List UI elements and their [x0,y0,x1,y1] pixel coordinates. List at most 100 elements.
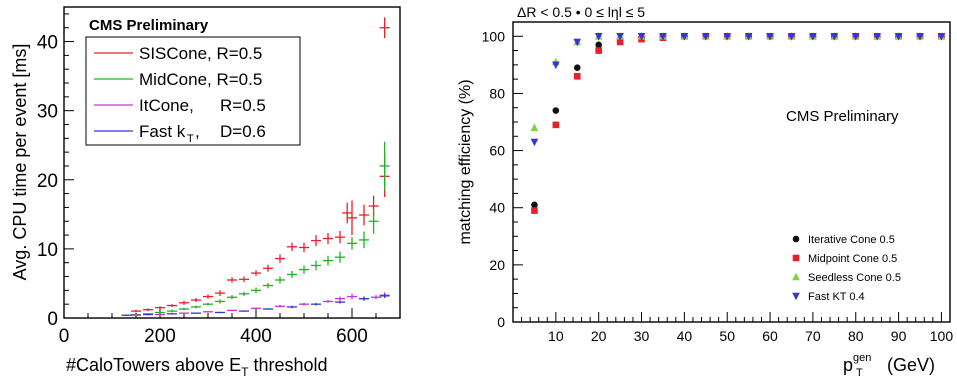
data-point [894,32,903,41]
left-x-axis-label-sub: T [241,365,249,379]
data-point [701,32,710,41]
data-point [616,32,624,41]
legend-marker-fast-kt-0-4 [792,292,800,301]
data-point [155,306,165,310]
data-point [347,293,357,300]
data-point [179,307,189,311]
right-x-tick-label: 50 [719,328,735,344]
data-point [379,141,390,191]
data-point [299,302,309,306]
data-point [251,270,261,276]
data-point [347,237,357,250]
data-point [215,311,225,314]
data-point [299,242,309,253]
legend-marker-midpoint-cone-0-5 [792,254,800,262]
data-point [531,201,538,209]
left-x-tick-label: 600 [336,326,368,347]
legend-label-itcone-name: ItCone, [139,96,194,115]
right-x-tick-label: 80 [848,328,864,344]
data-point [239,291,249,296]
left-legend-box [85,36,301,146]
right-x-tick-label: 60 [762,328,778,344]
right-x-tick-label: 20 [591,328,607,344]
data-point [809,32,817,41]
data-point [215,299,225,304]
left-y-tick-label: 20 [37,171,58,192]
data-point [573,72,581,80]
data-point [263,264,273,272]
data-point [659,32,667,41]
legend-label-midpoint-cone-0-5: Midpoint Cone 0.5 [808,253,897,265]
data-point [616,38,624,46]
data-point [203,311,213,313]
data-point [227,277,237,283]
series-fast-kt-d-0-6 [121,293,390,316]
data-point [530,123,539,132]
legend-label-midcone: MidCone, R=0.5 [139,70,262,89]
right-x-axis-label-main: p [843,355,853,375]
legend-label-seedless-cone-0-5: Seedless Cone 0.5 [808,272,901,284]
matching-efficiency-chart: ΔR < 0.5 • 0 ≤ lηl ≤ 5 0 20 40 60 80 100 10 20… [457,4,953,379]
right-x-tick-label: 90 [891,328,907,344]
data-point [766,32,774,41]
legend-label-itcone-param: R=0.5 [220,96,266,115]
legend-label-iterative-cone-0-5: Iterative Cone 0.5 [808,234,895,246]
data-point [595,41,602,49]
legend-marker-seedless-cone-0-5 [792,272,800,281]
data-point [323,300,333,303]
right-y-tick-label: 80 [489,85,505,101]
data-point [359,296,369,301]
left-x-tick-label: 0 [59,326,70,347]
data-point [263,308,273,310]
right-y-tick-label: 0 [497,314,505,330]
data-point [371,295,381,300]
left-y-tick-label: 10 [37,240,58,261]
data-point [191,297,201,303]
right-x-axis-label-sup: gen [853,352,871,364]
right-legend: Iterative Cone 0.5 Midpoint Cone 0.5 Seedl… [792,234,901,303]
data-point [227,295,237,300]
cpu-time-chart: 0 10 20 30 40 0 200 400 600 CMS Preliminary SIS… [10,6,401,379]
left-y-axis-label: Avg. CPU time per event [ms] [10,44,30,281]
right-y-tick-label: 100 [482,28,506,44]
data-point [916,32,924,41]
right-series-layer [530,31,946,214]
right-plot-frame [512,21,951,323]
right-x-tick-label: 40 [677,328,693,344]
right-x-axis-label-sub: T [856,367,863,379]
left-series-layer [121,17,390,316]
data-point [594,32,603,41]
data-point [342,202,353,224]
right-chart-title: ΔR < 0.5 • 0 ≤ lηl ≤ 5 [517,4,645,20]
data-point [552,107,560,114]
data-point [167,304,177,307]
data-point [227,309,237,312]
data-point [359,231,369,249]
right-x-tick-label: 10 [548,328,564,344]
legend-label-fastkt-comma: , [195,122,200,141]
data-point [595,47,602,54]
data-point [275,276,285,284]
left-x-axis-label-main: #CaloTowers above E [66,355,241,375]
right-y-axis-label: matching efficiency (%) [457,79,474,244]
right-y-tick-label: 40 [489,200,505,216]
data-point [680,32,689,41]
legend-marker-iterative-cone-0-5 [792,235,800,243]
data-point [287,305,297,309]
data-point [311,302,321,306]
left-legend-header: CMS Preliminary [89,17,209,34]
left-x-axis-label: #CaloTowers above ET threshold [66,355,328,379]
data-point [179,300,189,305]
legend-label-fastkt-param: D=0.6 [220,122,266,141]
data-point [179,312,189,314]
legend-label-fastkt-name: Fast k [139,122,186,141]
data-point [851,32,860,41]
data-point [275,304,285,308]
data-point [723,32,732,41]
data-point [275,254,285,263]
data-point [155,311,165,314]
data-point [251,287,261,294]
left-y-tick-label: 0 [47,309,58,330]
right-x-tick-label: 70 [805,328,821,344]
